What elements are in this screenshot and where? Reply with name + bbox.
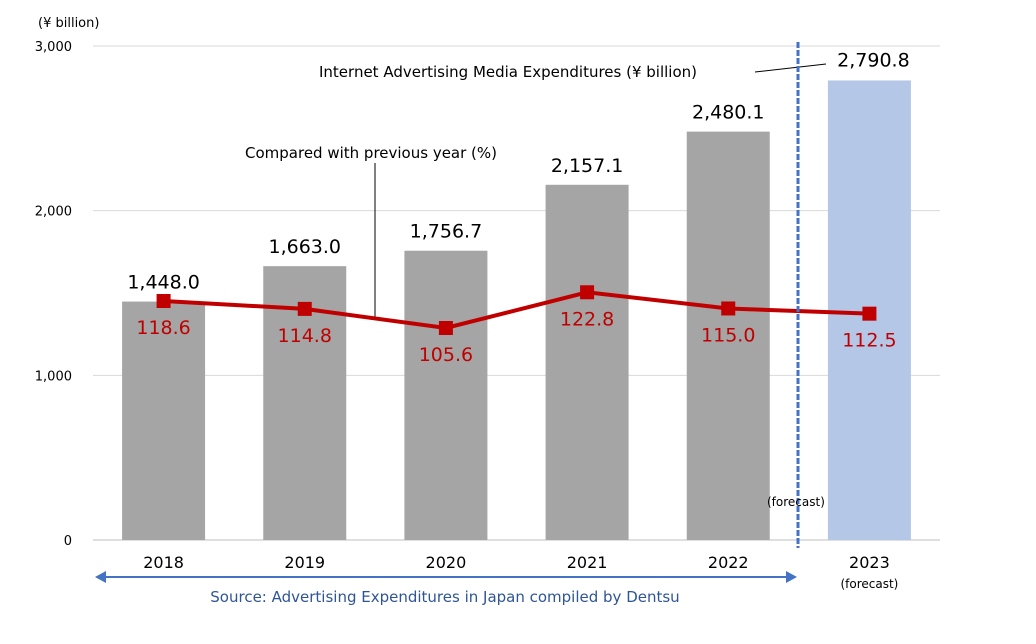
x-tick-label: 2021	[567, 553, 608, 572]
bar-2021	[545, 184, 629, 540]
bar-value-label: 1,448.0	[127, 272, 200, 294]
x-tick-label: 2022	[708, 553, 749, 572]
line-series-path	[163, 290, 870, 331]
line-marker-2023	[862, 306, 877, 321]
bar-value-label: 1,663.0	[268, 236, 341, 258]
line-value-label: 118.6	[136, 317, 190, 339]
bar-2022	[686, 131, 770, 540]
bar-2020	[404, 250, 488, 540]
line-marker-2018	[156, 294, 171, 308]
line-marker-2022	[721, 301, 736, 316]
y-tick-label: 3,000	[35, 40, 72, 55]
line-value-label: 105.6	[419, 344, 473, 366]
line-value-label: 112.5	[842, 330, 896, 352]
y-tick-label: 0	[64, 534, 72, 549]
bar-series-label: Internet Advertising Media Expenditures …	[319, 63, 697, 81]
x-tick-sublabel: (forecast)	[840, 577, 898, 591]
line-value-label: 114.8	[278, 325, 332, 347]
forecast-region-label: (forecast)	[767, 495, 825, 509]
x-tick-label: 2019	[284, 553, 325, 572]
line-series-label: Compared with previous year (%)	[245, 144, 497, 162]
line-value-label: 122.8	[560, 308, 614, 330]
historical-range-arrow	[95, 571, 797, 583]
bar-value-label: 1,756.7	[410, 221, 483, 243]
bar-series-leader-line	[754, 63, 827, 73]
bar-value-label: 2,790.8	[837, 49, 910, 71]
line-marker-2021	[580, 285, 595, 300]
bar-2018	[122, 301, 206, 540]
source-note: Source: Advertising Expenditures in Japa…	[210, 588, 679, 606]
y-tick-label: 1,000	[35, 369, 72, 384]
bar-value-label: 2,157.1	[551, 155, 624, 177]
line-marker-2020	[438, 321, 453, 336]
line-value-label: 115.0	[701, 324, 755, 346]
x-tick-label: 2018	[143, 553, 184, 572]
bar-value-label: 2,480.1	[692, 102, 765, 124]
y-tick-label: 2,000	[35, 205, 72, 220]
x-tick-label: 2023	[849, 553, 890, 572]
y-axis-unit-label: (¥ billion)	[38, 16, 99, 31]
x-tick-label: 2020	[426, 553, 467, 572]
line-marker-2019	[297, 301, 312, 316]
